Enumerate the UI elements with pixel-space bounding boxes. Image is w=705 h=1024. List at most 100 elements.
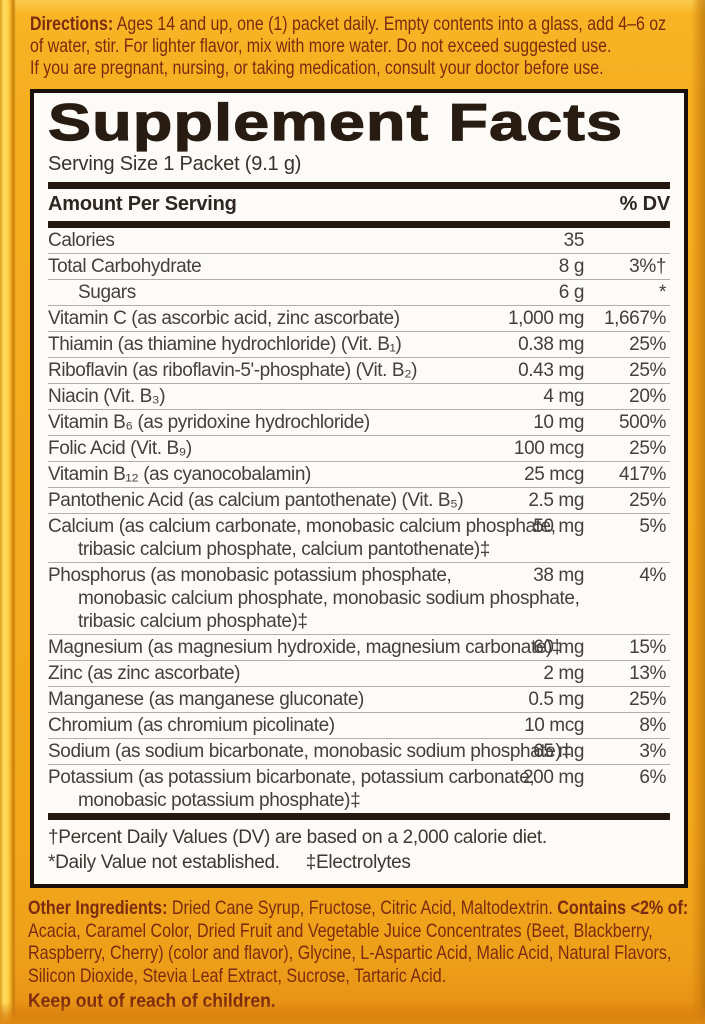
- nutrient-name-line: Folic Acid (Vit. B₉): [48, 438, 192, 459]
- table-row: Chromium (as chromium picolinate) 10 mcg…: [48, 712, 670, 738]
- table-row: Riboflavin (as riboflavin-5'-phosphate) …: [48, 357, 670, 383]
- dv-value: 20%: [629, 386, 666, 407]
- nutrient-name: Calories: [48, 229, 670, 252]
- dv-value: 4%: [639, 565, 666, 586]
- box-left-edge: [0, 0, 16, 1024]
- nutrient-name-line: Zinc (as zinc ascorbate): [48, 663, 241, 684]
- dv-value: 6%: [639, 767, 666, 788]
- table-row: Folic Acid (Vit. B₉) 100 mcg 25%: [48, 435, 670, 461]
- table-row: Potassium (as potassium bicarbonate, pot…: [48, 764, 670, 813]
- table-row: Magnesium (as magnesium hydroxide, magne…: [48, 634, 670, 660]
- footnote-dv-note: †Percent Daily Values (DV) are based on …: [48, 827, 547, 848]
- nutrient-name-line: Phosphorus (as monobasic potassium phosp…: [48, 565, 452, 586]
- amount-value: 1,000 mg: [507, 308, 584, 329]
- footnote-not-established: *Daily Value not established.: [48, 852, 280, 873]
- nutrient-name-line: Total Carbohydrate: [48, 256, 202, 277]
- table-row: Sodium (as sodium bicarbonate, monobasic…: [48, 738, 670, 764]
- amount-value: 8 g: [558, 256, 585, 277]
- nutrient-name-line: monobasic potassium phosphate)‡: [78, 790, 361, 811]
- amount-value: 60 mg: [533, 637, 584, 658]
- dv-value: 8%: [639, 715, 666, 736]
- nutrient-name-line: Thiamin (as thiamine hydrochloride) (Vit…: [48, 334, 402, 355]
- nutrient-name: Total Carbohydrate: [48, 255, 670, 278]
- nutrient-name-line: tribasic calcium phosphate, calcium pant…: [78, 539, 490, 560]
- nutrient-name-line: Calories: [48, 230, 115, 251]
- other-ingredients-paragraph: Other Ingredients: Dried Cane Syrup, Fru…: [28, 897, 693, 987]
- nutrient-name: Niacin (Vit. B₃): [48, 385, 670, 408]
- footnote-electrolytes: ‡Electrolytes: [305, 852, 411, 873]
- amount-value: 100 mcg: [513, 438, 584, 459]
- table-row: Total Carbohydrate 8 g 3%†: [48, 253, 670, 279]
- nutrient-name: Phosphorus (as monobasic potassium phosp…: [48, 564, 670, 633]
- dv-value: 3%†: [629, 256, 666, 277]
- dv-value: 3%: [639, 741, 666, 762]
- nutrient-name: Sodium (as sodium bicarbonate, monobasic…: [48, 740, 670, 763]
- nutrient-name-line: Calcium (as calcium carbonate, monobasic…: [48, 516, 556, 537]
- table-row: Vitamin C (as ascorbic acid, zinc ascorb…: [48, 305, 670, 331]
- table-row: Thiamin (as thiamine hydrochloride) (Vit…: [48, 331, 670, 357]
- thick-divider-bar: [48, 221, 670, 228]
- nutrient-table: Calories 35 Total Carbohydrate 8 g 3%† S…: [48, 228, 670, 813]
- amount-value: 10 mg: [533, 412, 584, 433]
- dv-value: 15%: [629, 637, 666, 658]
- amount-value: 65 mg: [533, 741, 584, 762]
- supplement-facts-panel: Supplement Facts Serving Size 1 Packet (…: [30, 89, 688, 888]
- dv-value: 25%: [629, 438, 666, 459]
- nutrient-name-line: Chromium (as chromium picolinate): [48, 715, 335, 736]
- dv-value: *: [659, 282, 666, 303]
- thick-divider-bar: [48, 813, 670, 820]
- footnote-line-2: *Daily Value not established. ‡Electrolyt…: [48, 850, 670, 875]
- nutrient-name-line: Riboflavin (as riboflavin-5'-phosphate) …: [48, 360, 418, 381]
- table-row: Niacin (Vit. B₃) 4 mg 20%: [48, 383, 670, 409]
- directions-body: Ages 14 and up, one (1) packet daily. Em…: [30, 14, 667, 79]
- directions-label: Directions:: [30, 14, 114, 35]
- nutrient-name-line: tribasic calcium phosphate)‡: [78, 611, 308, 632]
- nutrient-name-line: Sugars: [78, 282, 136, 303]
- dv-value: 417%: [619, 464, 666, 485]
- other-ingredients-body: Dried Cane Syrup, Fructose, Citric Acid,…: [167, 897, 558, 919]
- contains-label: Contains <2% of:: [557, 897, 689, 919]
- nutrient-name-line: Vitamin B₆ (as pyridoxine hydrochloride): [48, 412, 370, 433]
- nutrient-name: Calcium (as calcium carbonate, monobasic…: [48, 515, 670, 561]
- amount-per-serving-header: Amount Per Serving: [48, 193, 237, 215]
- amount-value: 50 mg: [533, 516, 584, 537]
- nutrient-name: Vitamin B₁₂ (as cyanocobalamin): [48, 463, 670, 486]
- dv-value: 25%: [629, 689, 666, 710]
- dv-value: 25%: [629, 490, 666, 511]
- nutrient-name: Potassium (as potassium bicarbonate, pot…: [48, 766, 670, 812]
- table-row: Calories 35: [48, 228, 670, 253]
- keep-out-warning: Keep out of reach of children.: [28, 990, 276, 1012]
- amount-value: 0.5 mg: [528, 689, 584, 710]
- thick-divider-bar: [48, 182, 670, 189]
- serving-size: Serving Size 1 Packet (9.1 g): [48, 153, 302, 175]
- nutrient-name: Sugars: [48, 281, 670, 304]
- nutrient-name-line: Vitamin B₁₂ (as cyanocobalamin): [48, 464, 311, 485]
- amount-value: 0.38 mg: [518, 334, 584, 355]
- nutrient-name: Thiamin (as thiamine hydrochloride) (Vit…: [48, 333, 670, 356]
- table-header-row: Amount Per Serving % DV: [48, 189, 670, 221]
- table-row: Zinc (as zinc ascorbate) 2 mg 13%: [48, 660, 670, 686]
- table-row: Phosphorus (as monobasic potassium phosp…: [48, 562, 670, 634]
- nutrient-name: Vitamin B₆ (as pyridoxine hydrochloride): [48, 411, 670, 434]
- amount-value: 2.5 mg: [528, 490, 584, 511]
- amount-value: 25 mcg: [524, 464, 584, 485]
- dv-value: 25%: [629, 360, 666, 381]
- nutrient-name: Vitamin C (as ascorbic acid, zinc ascorb…: [48, 307, 670, 330]
- amount-value: 0.43 mg: [518, 360, 584, 381]
- table-row: Pantothenic Acid (as calcium pantothenat…: [48, 487, 670, 513]
- dv-value: 13%: [629, 663, 666, 684]
- nutrient-name-line: Pantothenic Acid (as calcium pantothenat…: [48, 490, 464, 511]
- dv-value: 5%: [639, 516, 666, 537]
- dv-value: 1,667%: [603, 308, 666, 329]
- amount-value: 6 g: [558, 282, 585, 303]
- nutrient-name: Folic Acid (Vit. B₉): [48, 437, 670, 460]
- nutrient-name-line: monobasic calcium phosphate, monobasic s…: [78, 588, 580, 609]
- nutrient-name-line: Vitamin C (as ascorbic acid, zinc ascorb…: [48, 308, 400, 329]
- amount-value: 200 mg: [523, 767, 584, 788]
- table-row: Manganese (as manganese gluconate) 0.5 m…: [48, 686, 670, 712]
- footnotes: †Percent Daily Values (DV) are based on …: [48, 825, 670, 875]
- contains-body: Acacia, Caramel Color, Dried Fruit and V…: [28, 919, 672, 987]
- directions-paragraph: Directions: Ages 14 and up, one (1) pack…: [30, 14, 692, 80]
- amount-value: 2 mg: [543, 663, 584, 684]
